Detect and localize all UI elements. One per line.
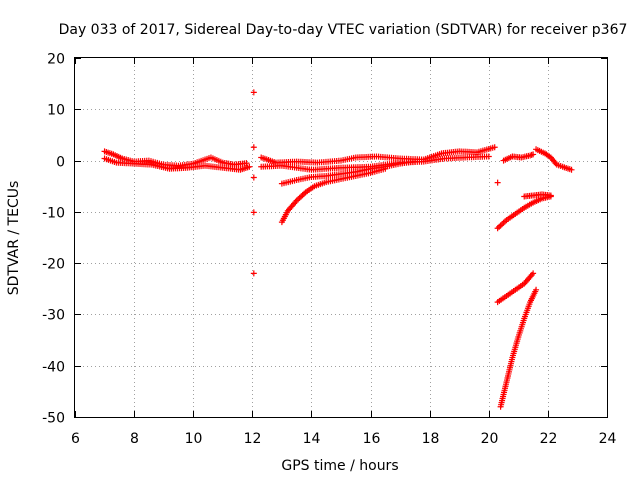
x-tick-label: 20 (481, 431, 499, 447)
y-tick-label: -50 (42, 411, 65, 427)
y-axis-label: SDTVAR / TECUs (6, 181, 22, 296)
outlier-point (494, 179, 501, 186)
data-point (530, 270, 537, 277)
data-point (299, 192, 306, 199)
data-point (246, 163, 253, 170)
outlier-point (250, 209, 257, 216)
data-point (382, 165, 389, 172)
x-tick-label: 6 (71, 431, 80, 447)
data-point (298, 193, 305, 200)
data-point (494, 225, 501, 232)
grid-layer (75, 58, 607, 417)
plot-frame (74, 57, 608, 418)
data-point (295, 196, 302, 203)
outlier-point (250, 270, 257, 277)
data-point (496, 223, 503, 230)
y-tick-label: -20 (42, 257, 65, 273)
y-tick-label: -30 (42, 308, 65, 324)
data-point (568, 166, 575, 173)
outlier-point (250, 89, 257, 96)
x-tick-label: 16 (363, 431, 381, 447)
y-tick-label: -40 (42, 360, 65, 376)
outlier-point (250, 174, 257, 181)
x-tick-label: 24 (599, 431, 617, 447)
x-tick-label: 14 (303, 431, 321, 447)
y-tick-label: -10 (42, 206, 65, 222)
data-point (411, 158, 418, 165)
outlier-point (250, 144, 257, 151)
y-tick-label: 20 (47, 52, 65, 68)
data-point (497, 222, 504, 229)
data-point (296, 194, 303, 201)
y-tick-label: 10 (47, 103, 65, 119)
x-tick-label: 8 (130, 431, 139, 447)
data-point (530, 151, 537, 158)
x-tick-label: 22 (540, 431, 558, 447)
x-tick-label: 10 (185, 431, 203, 447)
tick-layer: 6 8 10 12 14 16 18 20 22 24 -50 -40 -30 -20 -10 0 10 20 (42, 52, 616, 448)
x-tick-label: 12 (244, 431, 262, 447)
y-tick-label: 0 (56, 155, 65, 171)
data-point (533, 286, 540, 293)
data-point (491, 144, 498, 151)
data-point (500, 219, 507, 226)
point-layer (101, 89, 575, 410)
data-point (547, 192, 554, 199)
data-point (485, 153, 492, 160)
chart-title: Day 033 of 2017, Sidereal Day-to-day VTE… (59, 22, 628, 38)
x-tick-label: 18 (422, 431, 440, 447)
x-axis-label: GPS time / hours (281, 458, 398, 474)
data-point (499, 221, 506, 228)
